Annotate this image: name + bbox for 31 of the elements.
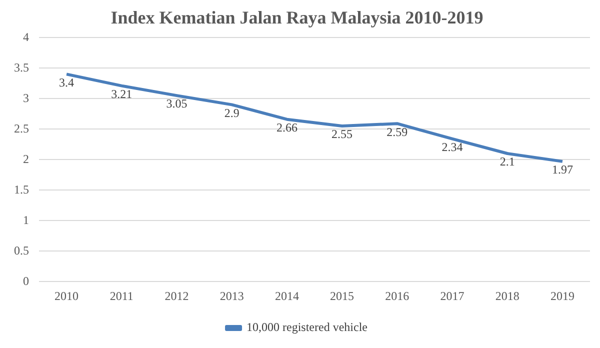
data-label: 2.34 (442, 140, 463, 154)
x-tick-label: 2010 (54, 288, 79, 303)
x-tick-label: 2016 (385, 288, 410, 303)
x-tick-label: 2017 (440, 288, 464, 303)
y-tick-label: 3.5 (14, 60, 29, 74)
y-tick-label: 4 (23, 30, 29, 44)
x-tick-label: 2011 (110, 288, 134, 303)
x-tick-label: 2018 (495, 288, 520, 303)
y-tick-label: 2 (23, 152, 29, 166)
data-label: 3.4 (59, 75, 74, 90)
data-label: 2.9 (224, 106, 240, 120)
data-label: 2.66 (276, 120, 298, 134)
data-label: 3.05 (166, 96, 188, 111)
y-tick-label: 1 (23, 212, 29, 227)
chart-title: Index Kematian Jalan Raya Malaysia 2010-2019 (110, 7, 484, 28)
data-label: 1.97 (552, 162, 573, 177)
x-tick-label: 2013 (220, 288, 244, 303)
y-tick-label: 3 (23, 90, 29, 105)
data-label: 2.1 (500, 154, 515, 169)
legend-label: 10,000 registered vehicle (246, 320, 368, 334)
x-tick-label: 2012 (164, 288, 189, 303)
y-tick-label: 1.5 (14, 182, 29, 196)
x-tick-label: 2015 (330, 288, 354, 303)
data-label: 3.21 (111, 86, 132, 101)
data-label: 2.55 (332, 127, 353, 142)
y-tick-label: 0.5 (14, 243, 29, 258)
y-tick-label: 0 (23, 274, 29, 288)
data-label: 2.59 (386, 124, 408, 139)
x-tick-label: 2014 (274, 288, 299, 303)
x-tick-label: 2019 (550, 288, 574, 303)
y-tick-label: 2.5 (14, 121, 29, 136)
